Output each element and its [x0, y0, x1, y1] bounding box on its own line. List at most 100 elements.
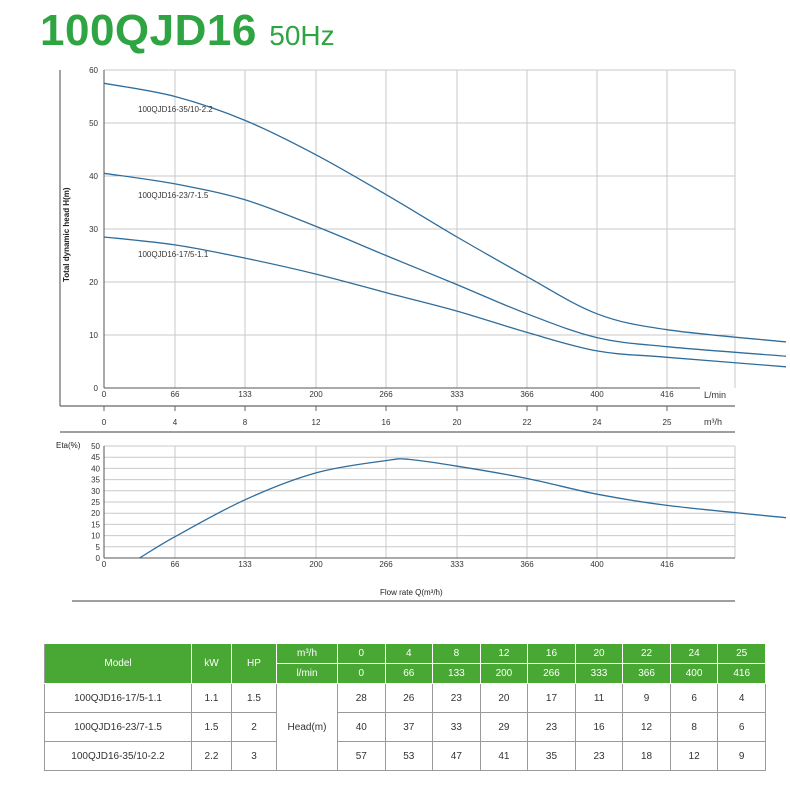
- table-row: 100QJD16-23/7-1.5 1.5 2 40 37 33 29 23 1…: [44, 712, 766, 742]
- row-hp: 3: [231, 741, 277, 771]
- row-head-value: 17: [527, 683, 576, 713]
- header-flow-m3h: 25: [717, 643, 766, 664]
- header-flow-lmin: 400: [669, 663, 719, 684]
- header-flow-m3h: 4: [384, 643, 434, 664]
- head-y-tick-label: 30: [89, 225, 98, 234]
- model-title: 100QJD16: [40, 6, 257, 55]
- eta-y-tick-label: 30: [91, 487, 100, 496]
- table-row: 100QJD16-35/10-2.2 2.2 3 57 53 47 41 35 …: [44, 741, 766, 771]
- eta-x-tick-label: 133: [238, 560, 252, 569]
- eta-y-tick-label: 0: [96, 554, 101, 563]
- row-head-value: 29: [479, 712, 529, 742]
- eta-y-tick-label: 20: [91, 509, 100, 518]
- header-flow-lmin: 333: [574, 663, 624, 684]
- header-unit-m3h: m³/h: [276, 643, 338, 664]
- eta-y-tick-label: 50: [91, 442, 100, 451]
- row-head-value: 12: [622, 712, 671, 742]
- head-x-ticks-lmin: 0 66 133 200 266 333 366 400 416: [102, 390, 674, 399]
- row-head-value: 37: [384, 712, 434, 742]
- header-flow-m3h: 16: [527, 643, 576, 664]
- row-head-value: 23: [527, 712, 576, 742]
- header-flow-m3h: 12: [479, 643, 529, 664]
- head-x-ticks-m3h: 0 4 8 12 16 20 22 24 25: [102, 406, 672, 427]
- table-header-row-1: Model kW HP m³/h 0 4 8 12 16 20 22 24 25: [44, 643, 766, 684]
- header-flow-m3h: 22: [622, 643, 671, 664]
- eta-x-tick-label: 366: [520, 560, 534, 569]
- head-x-tick-label-m3h: 24: [593, 418, 602, 427]
- row-head-value: 28: [337, 683, 386, 713]
- head-x-tick-label-lmin: 266: [379, 390, 393, 399]
- eta-axes: [72, 446, 735, 602]
- eta-x-ticks: 0 66 133 200 266 333 366 400 416: [102, 560, 674, 569]
- head-curve: [103, 236, 787, 368]
- header-flow-m3h: 20: [574, 643, 624, 664]
- head-y-tick-label: 0: [94, 384, 99, 393]
- head-label-cell: Head(m): [276, 683, 338, 771]
- eta-x-tick-label: 400: [590, 560, 604, 569]
- row-head-value: 8: [669, 712, 719, 742]
- row-head-value: 47: [432, 741, 481, 771]
- head-x-tick-label-lmin: 200: [309, 390, 323, 399]
- eta-y-tick-label: 25: [91, 498, 100, 507]
- head-x-tick-label-lmin: 416: [660, 390, 674, 399]
- row-kw: 2.2: [191, 741, 232, 771]
- series-label-17-5: 100QJD16-17/5-1.1: [138, 250, 209, 259]
- head-y-tick-label: 40: [89, 172, 98, 181]
- header-flow-lmin: 416: [717, 663, 766, 684]
- head-x-tick-label-m3h: 12: [312, 418, 321, 427]
- row-head-value: 35: [527, 741, 576, 771]
- eta-y-tick-label: 15: [91, 520, 100, 529]
- row-head-value: 6: [669, 683, 719, 713]
- head-x-tick-label-m3h: 16: [382, 418, 391, 427]
- header-flow-m3h: 24: [669, 643, 719, 664]
- row-kw: 1.5: [191, 712, 232, 742]
- head-y-tick-label: 10: [89, 331, 98, 340]
- row-head-value: 11: [574, 683, 624, 713]
- eta-y-axis-label: Eta(%): [56, 441, 81, 450]
- row-hp: 1.5: [231, 683, 277, 713]
- head-y-tick-label: 20: [89, 278, 98, 287]
- row-head-value: 40: [337, 712, 386, 742]
- row-head-value: 33: [432, 712, 481, 742]
- eta-x-tick-label: 266: [379, 560, 393, 569]
- head-x-tick-label-m3h: 4: [173, 418, 178, 427]
- eta-y-tick-label: 10: [91, 532, 100, 541]
- row-head-value: 18: [622, 741, 671, 771]
- header-flow-lmin: 366: [622, 663, 671, 684]
- head-x-tick-label-m3h: 22: [523, 418, 532, 427]
- head-x-tick-label-m3h: 8: [243, 418, 248, 427]
- head-x-tick-label-m3h: 0: [102, 418, 107, 427]
- row-head-value: 23: [574, 741, 624, 771]
- header-flow-m3h: 0: [337, 643, 386, 664]
- row-model: 100QJD16-23/7-1.5: [44, 712, 192, 742]
- head-curve: [103, 82, 787, 343]
- head-x-tick-label-lmin: 0: [102, 390, 107, 399]
- series-label-35-10: 100QJD16-35/10-2.2: [138, 105, 213, 114]
- eta-curves: [139, 458, 787, 559]
- eta-y-tick-label: 40: [91, 464, 100, 473]
- header-unit-lmin: l/min: [276, 663, 338, 684]
- head-x-tick-label-lmin: 400: [590, 390, 604, 399]
- head-y-tick-label: 50: [89, 119, 98, 128]
- head-unit-m3h: m³/h: [704, 417, 722, 427]
- head-y-ticks: 0 10 20 30 40 50 60: [89, 66, 98, 393]
- spec-table: Model kW HP m³/h 0 4 8 12 16 20 22 24 25…: [44, 643, 766, 771]
- head-y-tick-label: 60: [89, 66, 98, 75]
- row-hp: 2: [231, 712, 277, 742]
- row-head-value: 6: [717, 712, 766, 742]
- header-model: Model: [44, 643, 192, 684]
- head-y-axis-label: Total dynamic head H(m): [62, 187, 71, 282]
- head-x-tick-label-m3h: 20: [453, 418, 462, 427]
- eta-x-tick-label: 200: [309, 560, 323, 569]
- header-flow-lmin: 266: [527, 663, 576, 684]
- eta-y-tick-label: 5: [96, 543, 101, 552]
- series-label-23-7: 100QJD16-23/7-1.5: [138, 191, 209, 200]
- eta-x-tick-label: 0: [102, 560, 107, 569]
- header-kw: kW: [191, 643, 232, 684]
- row-head-value: 9: [622, 683, 671, 713]
- head-x-tick-label-lmin: 66: [171, 390, 180, 399]
- row-head-value: 9: [717, 741, 766, 771]
